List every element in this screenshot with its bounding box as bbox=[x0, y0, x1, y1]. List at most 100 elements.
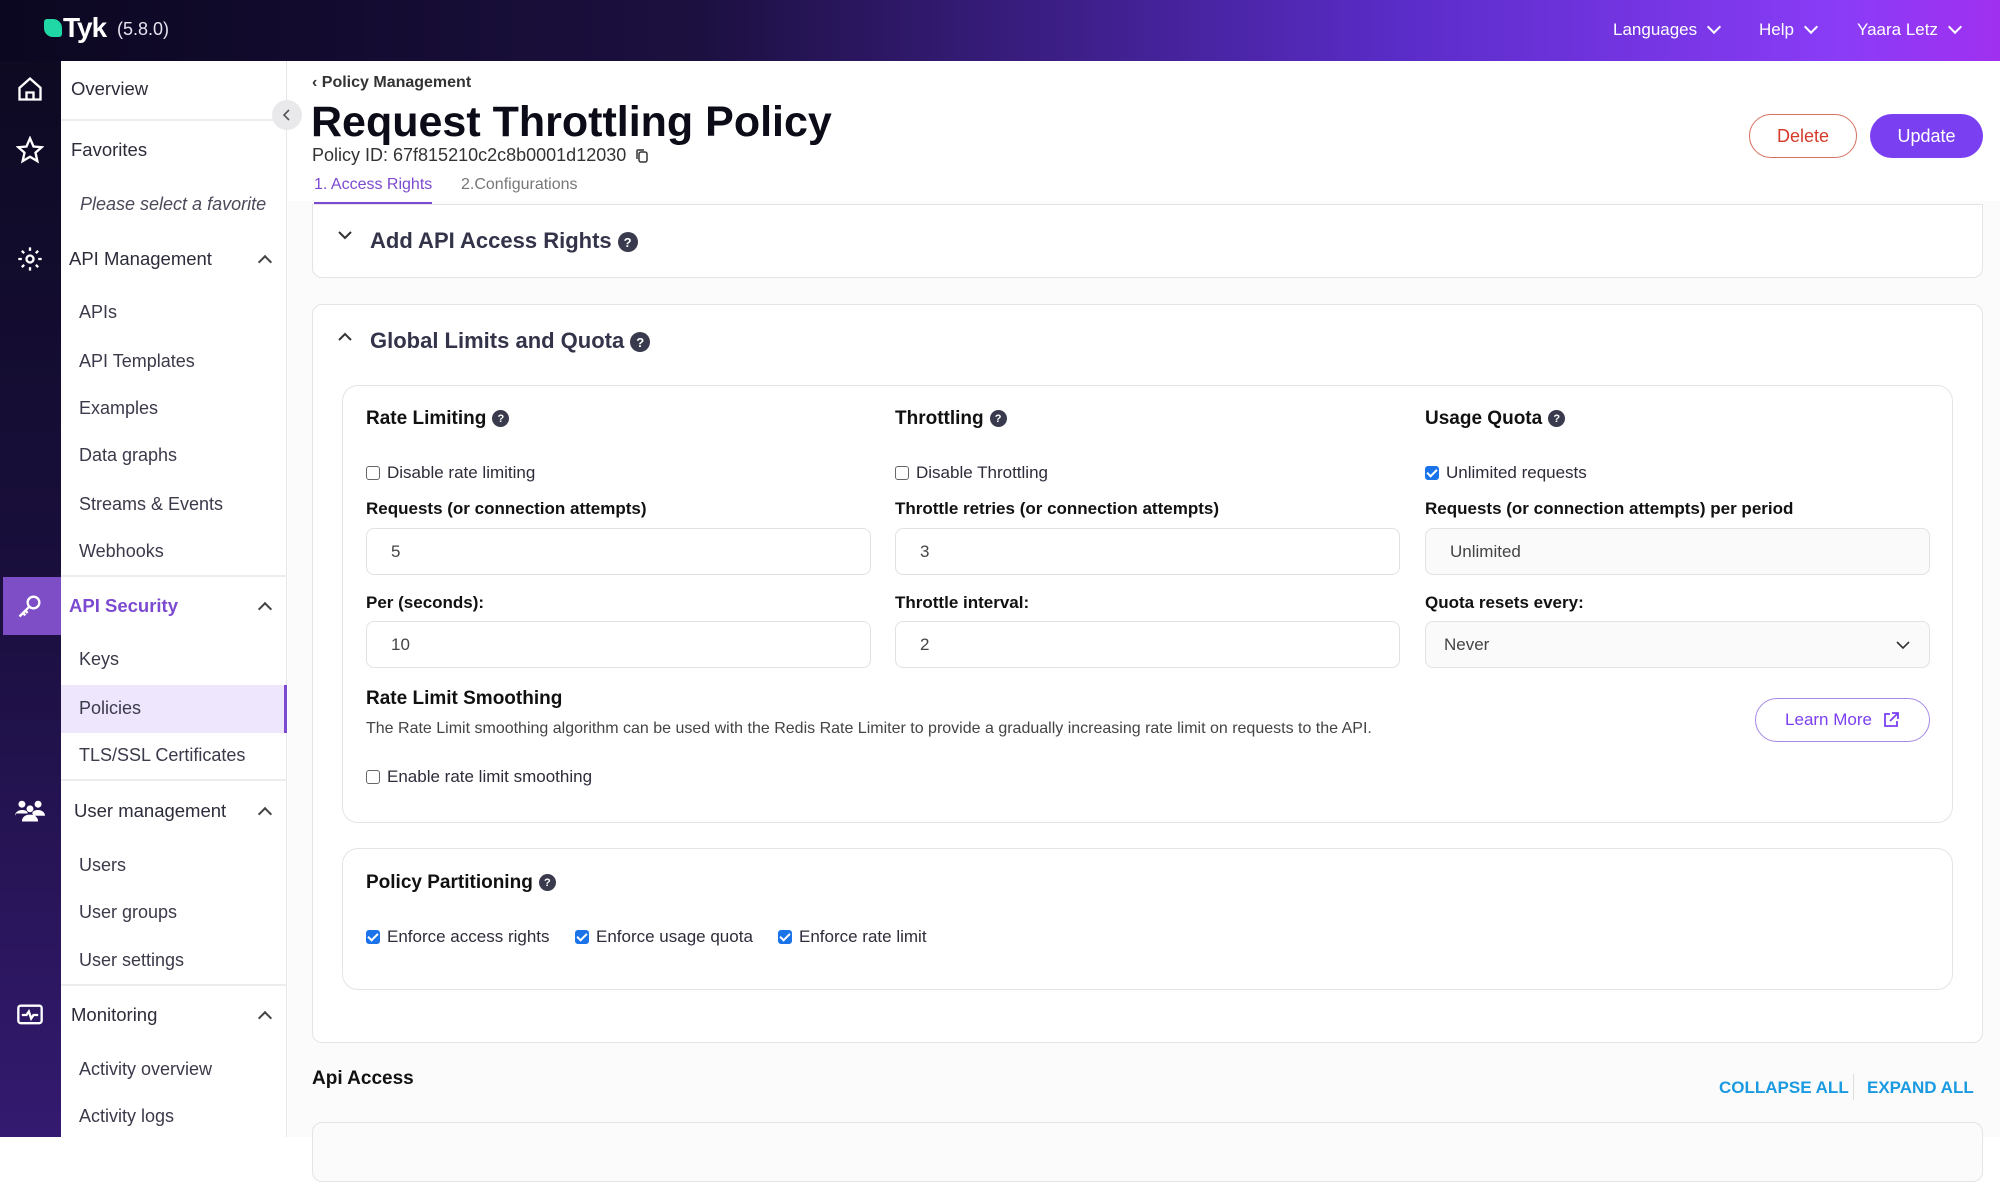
throttle-retries-input[interactable]: 3 bbox=[895, 528, 1400, 575]
chevron-down-icon bbox=[1803, 19, 1819, 35]
user-menu[interactable]: Yaara Letz bbox=[1857, 19, 1963, 40]
sidebar-group-api-management[interactable]: API Management bbox=[69, 248, 212, 269]
sidebar-group-monitoring[interactable]: Monitoring bbox=[71, 1004, 158, 1025]
disable-throttling-checkbox[interactable]: Disable Throttling bbox=[895, 463, 1048, 483]
sidebar-item-api-templates[interactable]: API Templates bbox=[79, 351, 195, 371]
requests-input[interactable]: 5 bbox=[366, 528, 871, 575]
checkbox-checked[interactable] bbox=[366, 930, 380, 944]
enforce-usage-quota-checkbox[interactable]: Enforce usage quota bbox=[575, 927, 753, 947]
languages-menu[interactable]: Languages bbox=[1613, 19, 1722, 40]
home-icon[interactable] bbox=[13, 72, 47, 106]
sidebar-item-users[interactable]: Users bbox=[79, 855, 127, 875]
per-seconds-input[interactable]: 10 bbox=[366, 621, 871, 668]
checkbox-label: Enforce usage quota bbox=[596, 927, 753, 946]
api-access-panel bbox=[312, 1122, 1983, 1182]
add-api-access-rights-header[interactable]: Add API Access Rights? bbox=[370, 228, 638, 254]
sidebar-item-data-graphs[interactable]: Data graphs bbox=[79, 445, 178, 465]
collapse-all-link[interactable]: COLLAPSE ALL bbox=[1719, 1078, 1849, 1097]
learn-more-button[interactable]: Learn More bbox=[1755, 698, 1930, 742]
enable-rate-limit-smoothing-checkbox[interactable]: Enable rate limit smoothing bbox=[366, 767, 592, 787]
breadcrumb-policy-management[interactable]: Policy Management bbox=[321, 74, 472, 91]
sidebar-group-api-security[interactable]: API Security bbox=[69, 595, 178, 616]
sidebar-item-streams-events[interactable]: Streams & Events bbox=[79, 494, 224, 514]
chevron-down-icon[interactable] bbox=[336, 228, 354, 247]
help-menu[interactable]: Help bbox=[1759, 19, 1819, 40]
sidebar-item-keys[interactable]: Keys bbox=[79, 649, 120, 669]
policy-partitioning-title-text: Policy Partitioning bbox=[366, 872, 533, 893]
throttle-interval-input[interactable]: 2 bbox=[895, 621, 1400, 668]
throttle-retries-label: Throttle retries (or connection attempts… bbox=[895, 499, 1219, 518]
policy-id: Policy ID: 67f815210c2c8b0001d12030 bbox=[312, 145, 650, 166]
checkbox-label: Enforce rate limit bbox=[799, 927, 927, 946]
chevron-down-icon bbox=[1947, 19, 1963, 35]
checkbox-label: Disable Throttling bbox=[916, 463, 1048, 482]
sidebar-item-examples[interactable]: Examples bbox=[79, 398, 159, 418]
rate-limits-card bbox=[342, 385, 1953, 823]
checkbox-unchecked[interactable] bbox=[366, 466, 380, 480]
help-icon[interactable]: ? bbox=[989, 410, 1007, 428]
collapse-sidebar-button[interactable] bbox=[272, 100, 302, 130]
chevron-down-icon bbox=[1896, 640, 1910, 649]
api-access-title: Api Access bbox=[312, 1068, 414, 1089]
sidebar: Overview Favorites Please select a favor… bbox=[61, 61, 287, 1137]
divider bbox=[61, 984, 287, 986]
throttling-title-text: Throttling bbox=[895, 408, 984, 429]
page-header bbox=[288, 61, 2000, 201]
sidebar-item-overview[interactable]: Overview bbox=[71, 78, 149, 99]
languages-label: Languages bbox=[1613, 20, 1698, 39]
checkbox-unchecked[interactable] bbox=[895, 466, 909, 480]
quota-requests-input[interactable]: Unlimited bbox=[1425, 528, 1930, 575]
enforce-access-rights-checkbox[interactable]: Enforce access rights bbox=[366, 927, 550, 947]
sidebar-item-favorites[interactable]: Favorites bbox=[71, 139, 148, 160]
key-icon[interactable] bbox=[13, 589, 47, 623]
copy-icon[interactable] bbox=[634, 148, 650, 164]
checkbox-label: Enforce access rights bbox=[387, 927, 550, 946]
sidebar-item-policies[interactable]: Policies bbox=[79, 698, 142, 718]
sidebar-item-user-groups[interactable]: User groups bbox=[79, 902, 178, 922]
chevron-up-icon[interactable] bbox=[336, 330, 354, 349]
gear-icon[interactable] bbox=[13, 242, 47, 276]
sidebar-item-user-settings[interactable]: User settings bbox=[79, 950, 185, 970]
throttle-interval-label: Throttle interval: bbox=[895, 593, 1030, 612]
rate-limit-smoothing-description: The Rate Limit smoothing algorithm can b… bbox=[366, 720, 1372, 737]
enforce-rate-limit-checkbox[interactable]: Enforce rate limit bbox=[778, 927, 927, 947]
policy-partitioning-title: Policy Partitioning? bbox=[366, 872, 556, 894]
chevron-down-icon bbox=[1707, 19, 1722, 35]
help-icon[interactable]: ? bbox=[1548, 410, 1566, 428]
usage-quota-title: Usage Quota? bbox=[1425, 408, 1566, 430]
sidebar-item-activity-logs[interactable]: Activity logs bbox=[79, 1106, 175, 1126]
page-title: Request Throttling Policy bbox=[311, 98, 832, 146]
rail-active-highlight bbox=[3, 577, 61, 635]
checkbox-checked[interactable] bbox=[1425, 466, 1439, 480]
sidebar-item-tls-ssl-certificates[interactable]: TLS/SSL Certificates bbox=[79, 745, 246, 765]
delete-button[interactable]: Delete bbox=[1749, 114, 1857, 158]
checkbox-unchecked[interactable] bbox=[366, 770, 380, 784]
breadcrumb[interactable]: ‹ Policy Management bbox=[312, 74, 472, 91]
users-icon[interactable] bbox=[13, 793, 47, 827]
sidebar-item-apis[interactable]: APIs bbox=[79, 302, 118, 322]
unlimited-requests-checkbox[interactable]: Unlimited requests bbox=[1425, 463, 1587, 483]
sidebar-group-user-management[interactable]: User management bbox=[74, 800, 227, 821]
help-icon[interactable]: ? bbox=[617, 232, 638, 253]
disable-rate-limiting-checkbox[interactable]: Disable rate limiting bbox=[366, 463, 535, 483]
user-name: Yaara Letz bbox=[1857, 20, 1938, 39]
checkbox-label: Unlimited requests bbox=[1446, 463, 1587, 482]
monitor-icon[interactable] bbox=[13, 998, 47, 1032]
help-icon[interactable]: ? bbox=[492, 410, 510, 428]
checkbox-checked[interactable] bbox=[575, 930, 589, 944]
update-button[interactable]: Update bbox=[1870, 114, 1983, 158]
sidebar-item-webhooks[interactable]: Webhooks bbox=[79, 541, 164, 561]
tab-configurations[interactable]: 2.Configurations bbox=[461, 176, 578, 193]
expand-all-link[interactable]: EXPAND ALL bbox=[1867, 1078, 1974, 1097]
global-limits-header[interactable]: Global Limits and Quota? bbox=[370, 328, 651, 354]
help-icon[interactable]: ? bbox=[630, 332, 651, 353]
favorites-empty: Please select a favorite bbox=[80, 194, 267, 214]
quota-resets-label: Quota resets every: bbox=[1425, 593, 1584, 612]
external-link-icon bbox=[1884, 712, 1899, 727]
quota-resets-select[interactable]: Never bbox=[1425, 621, 1930, 668]
checkbox-checked[interactable] bbox=[778, 930, 792, 944]
star-icon[interactable] bbox=[13, 133, 47, 167]
sidebar-item-activity-overview[interactable]: Activity overview bbox=[79, 1059, 213, 1079]
tab-access-rights[interactable]: 1. Access Rights bbox=[314, 176, 433, 204]
help-icon[interactable]: ? bbox=[538, 874, 556, 892]
